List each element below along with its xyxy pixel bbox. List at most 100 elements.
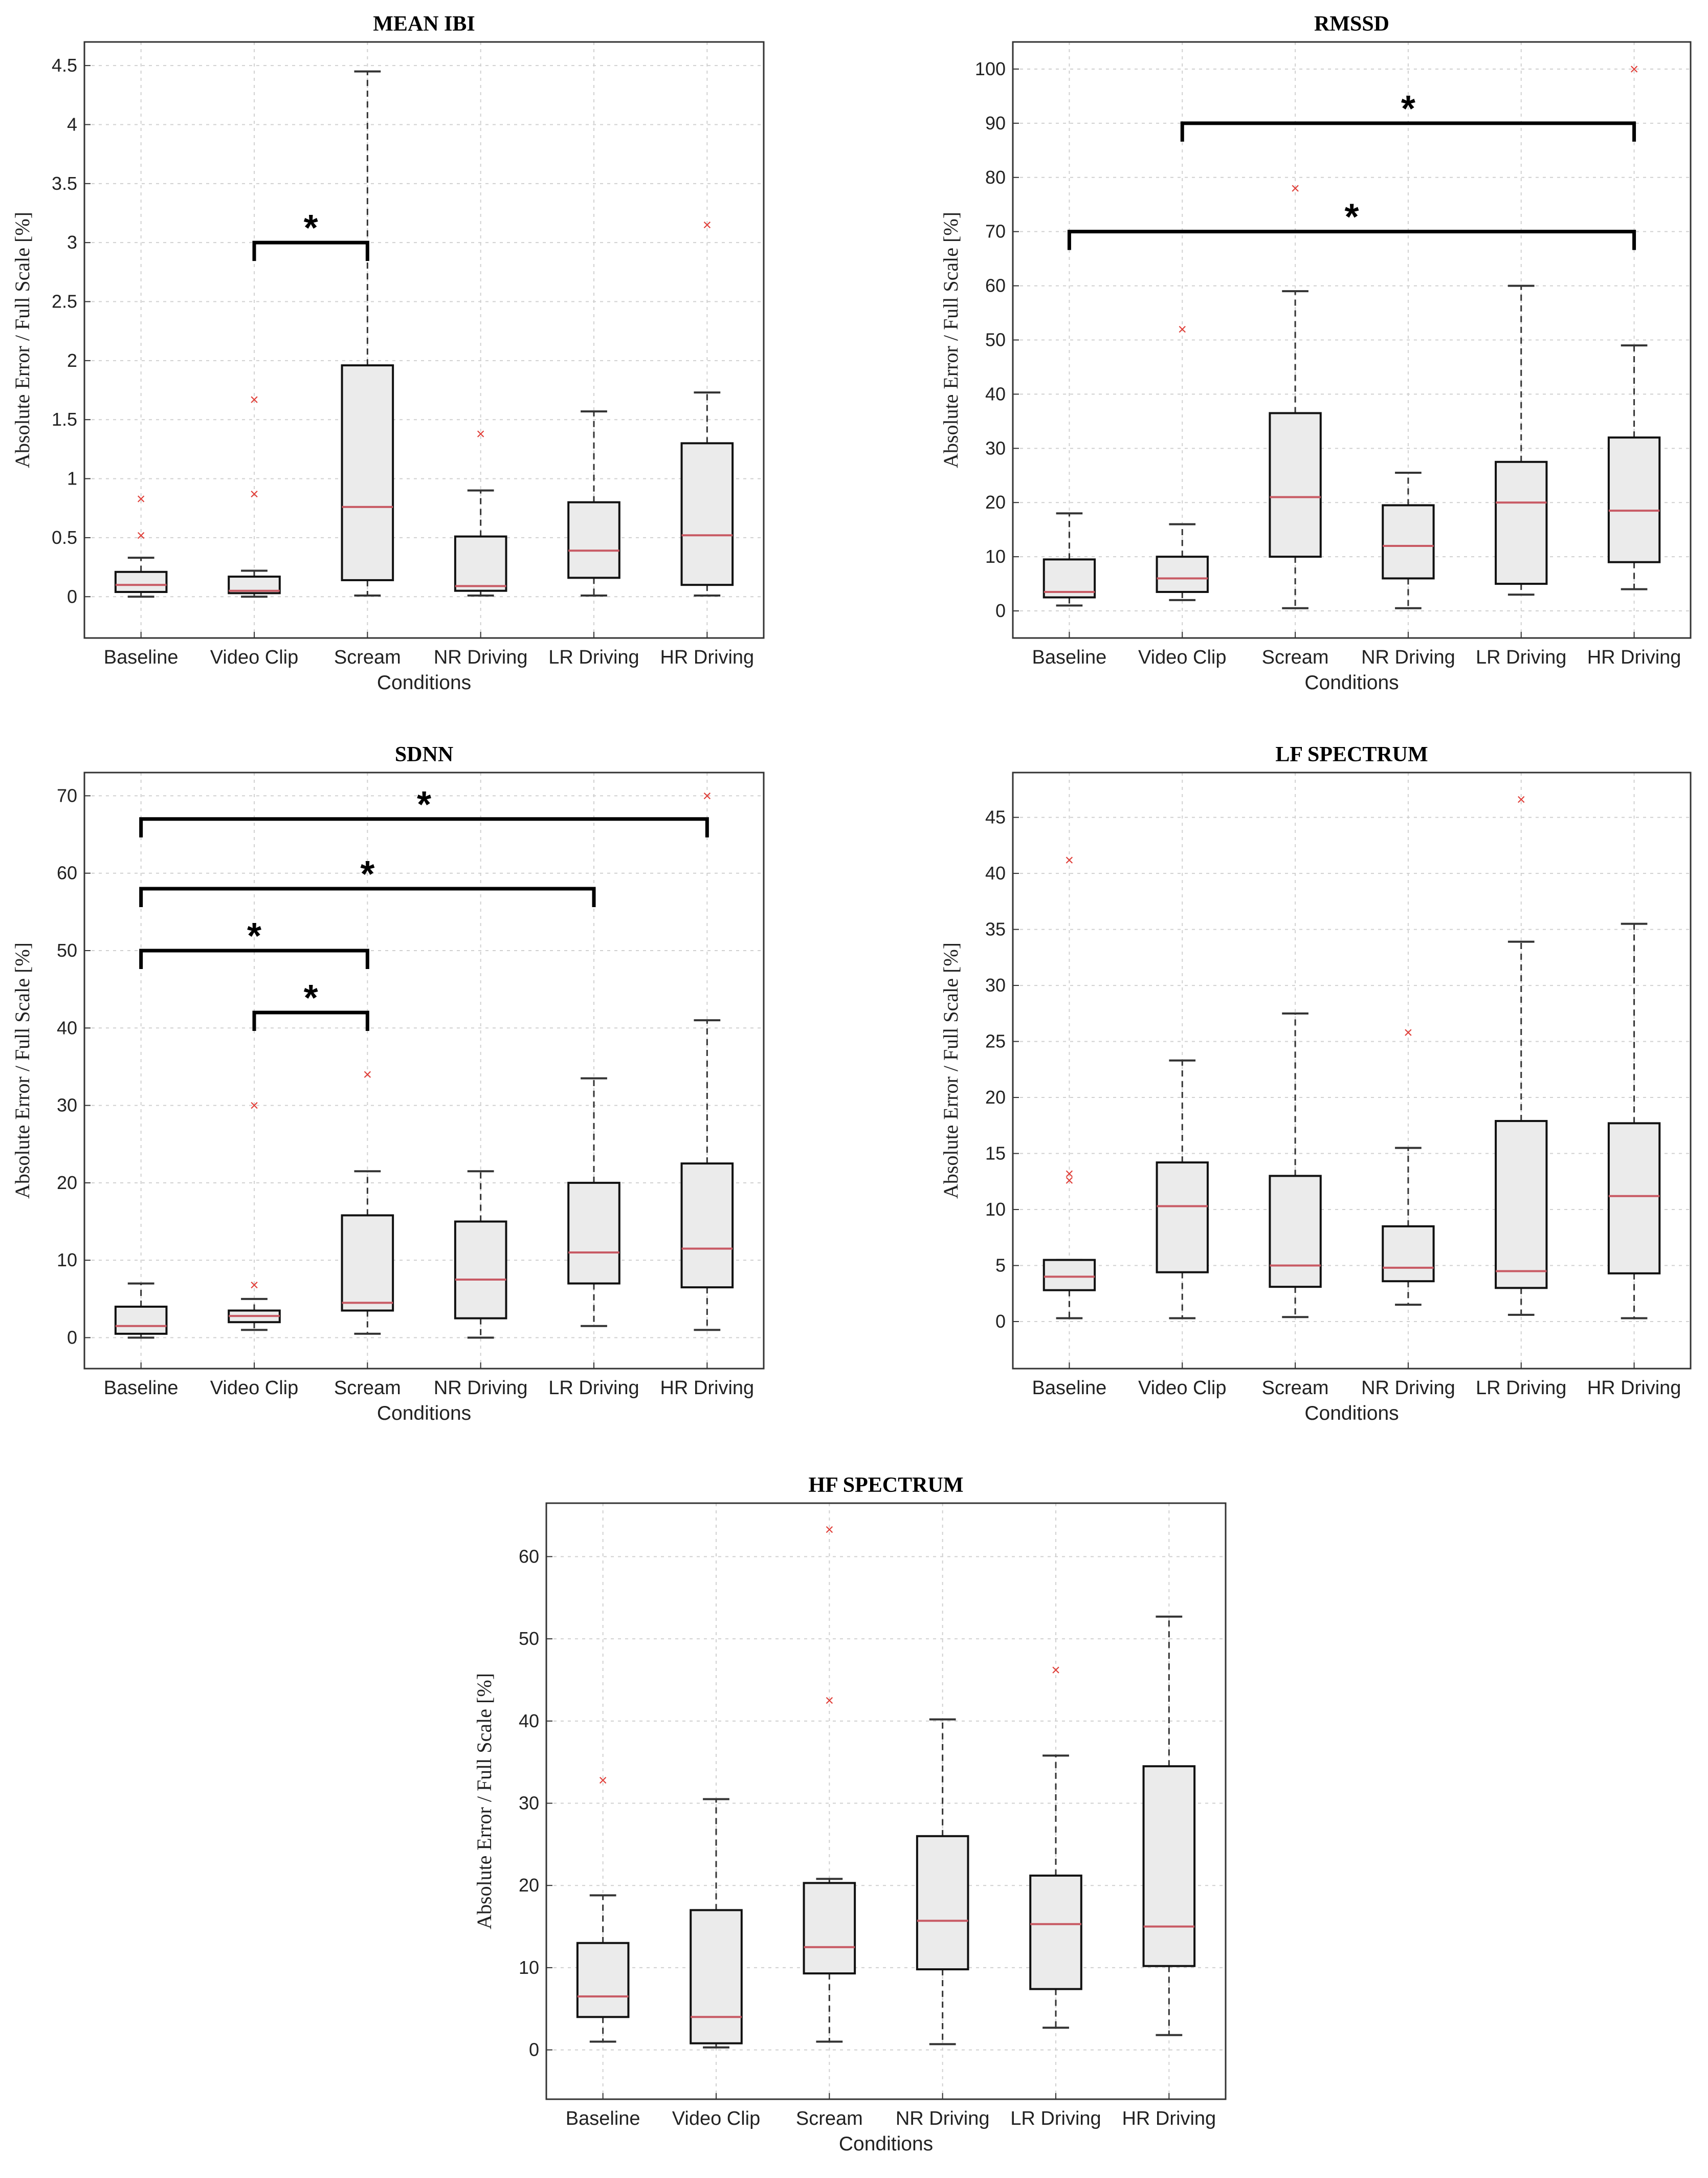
outlier-baseline: × [1065,852,1074,869]
outlier-nr-driving: × [476,426,485,443]
box-lr-driving [1495,1120,1548,1289]
significance-bracket [139,887,596,907]
y-tick-label: 10 [985,546,1006,567]
outlier-scream: × [825,1521,834,1538]
x-tick-label-scream: Scream [796,2108,863,2129]
x-tick-label-nr-driving: NR Driving [434,647,528,668]
box-baseline [1042,1259,1096,1291]
y-tick-label: 0 [529,2039,539,2060]
box-scream [803,1882,856,1975]
box-lr-driving [1029,1874,1082,1990]
y-tick-label: 25 [985,1031,1006,1052]
x-axis-label: Conditions [377,672,471,694]
significance-star: * [417,784,431,825]
significance-bracket [139,817,709,838]
box-hr-driving [680,442,734,586]
outlier-baseline: × [1065,1172,1074,1189]
box-hr-driving [1607,436,1661,563]
y-tick-label: 2.5 [52,291,77,312]
x-tick-label-nr-driving: NR Driving [434,1377,528,1399]
y-tick-label: 4.5 [52,55,77,76]
y-tick-label: 20 [57,1172,77,1193]
panel-sdnn: 0 10 20 30 40 50 60 70 Baseline Video Clip Scream N… [11,743,765,1424]
y-tick-label: 10 [519,1957,539,1978]
x-tick-label-nr-driving: NR Driving [1361,1377,1455,1399]
plot-frame [1012,41,1692,639]
x-tick-label-hr-driving: HR Driving [660,1377,754,1399]
y-tick-label: 0 [995,600,1006,621]
box-lr-driving [567,1181,620,1285]
y-tick-label: 0 [67,586,77,607]
significance-star: * [247,916,261,957]
outlier-baseline: × [598,1772,608,1789]
significance-bracket [1180,121,1636,142]
plot-frame [83,41,765,639]
box-hr-driving [1607,1122,1661,1274]
y-tick-label: 100 [975,58,1006,79]
panel-lf-spectrum: 0 5 10 15 20 25 30 35 40 45 Baseline Video Clip Scre… [939,743,1692,1424]
outlier-scream: × [1291,180,1300,197]
x-tick-label-scream: Scream [334,647,401,668]
y-tick-label: 40 [519,1710,539,1731]
box-video-clip [690,1909,743,2044]
y-tick-label: 3 [67,232,77,253]
box-hr-driving [680,1162,734,1289]
y-tick-label: 60 [519,1546,539,1567]
x-axis-label: Conditions [1304,672,1399,694]
y-tick-label: 15 [985,1143,1006,1164]
x-tick-label-hr-driving: HR Driving [660,647,754,668]
x-axis-label: Conditions [377,1402,471,1424]
y-tick-label: 1 [67,468,77,489]
x-tick-label-nr-driving: NR Driving [896,2108,990,2129]
plot-area [1013,773,1691,1369]
box-nr-driving [1382,504,1435,580]
panel-mean-ibi: 0 0.5 1 1.5 2 2.5 3 3.5 4 4.5 Baseline Video Clip Sc… [11,12,765,694]
y-tick-label: 0 [995,1311,1006,1332]
y-tick-label: 60 [985,275,1006,296]
y-tick-label: 0 [67,1327,77,1348]
outlier-hr-driving: × [703,787,712,804]
x-tick-label-baseline: Baseline [104,647,179,668]
chart-title: HF SPECTRUM [809,1473,964,1497]
y-tick-label: 5 [995,1255,1006,1276]
chart-title: RMSSD [1314,12,1389,36]
y-tick-label: 10 [985,1199,1006,1220]
plot-frame [1012,772,1692,1370]
x-tick-label-lr-driving: LR Driving [1476,1377,1566,1399]
chart-title: MEAN IBI [373,12,475,36]
panel-rmssd: 0 10 20 30 40 50 60 70 80 90 100 Baseline Video Clip… [939,12,1692,694]
box-video-clip [1156,1161,1209,1273]
outlier-baseline: × [137,491,146,508]
significance-star: * [1344,197,1359,238]
y-tick-label: 20 [985,492,1006,513]
y-tick-label: 1.5 [52,409,77,430]
x-tick-label-baseline: Baseline [1032,1377,1107,1399]
x-tick-label-scream: Scream [1262,647,1329,668]
plot-area [84,42,764,638]
y-tick-label: 0.5 [52,527,77,548]
x-tick-label-hr-driving: HR Driving [1587,1377,1681,1399]
significance-bracket [139,949,369,969]
plot-area [84,773,764,1369]
x-tick-label-scream: Scream [334,1377,401,1399]
x-tick-label-hr-driving: HR Driving [1122,2108,1216,2129]
x-tick-label-lr-driving: LR Driving [1476,647,1566,668]
outlier-video-clip: × [250,1097,259,1114]
significance-bracket [1067,230,1636,250]
box-baseline [114,1305,168,1335]
y-tick-label: 45 [985,807,1006,828]
x-tick-label-scream: Scream [1262,1377,1329,1399]
y-tick-label: 50 [519,1628,539,1649]
y-tick-label: 40 [985,863,1006,884]
y-tick-label: 40 [985,383,1006,404]
chart-title: SDNN [395,743,453,766]
outlier-hr-driving: × [703,217,712,234]
x-tick-label-lr-driving: LR Driving [548,1377,639,1399]
y-tick-label: 30 [57,1095,77,1116]
y-tick-label: 70 [985,221,1006,242]
y-tick-label: 2 [67,350,77,371]
y-tick-label: 30 [985,437,1006,458]
box-lr-driving [1495,460,1548,585]
y-axis-label: Absolute Error / Full Scale [%] [939,212,962,468]
box-nr-driving [916,1835,969,1971]
